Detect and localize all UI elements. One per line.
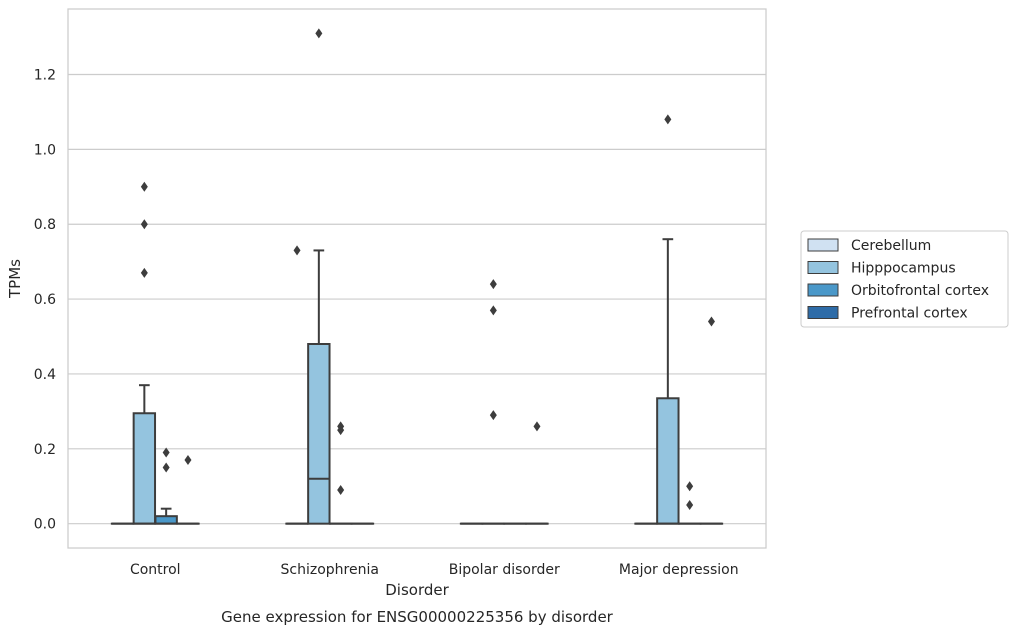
- x-axis-label: Disorder: [385, 581, 449, 599]
- legend-swatch: [807, 261, 839, 274]
- y-axis-label: TPMs: [6, 259, 24, 299]
- box-iqr: [307, 343, 331, 525]
- x-tick-label: Schizophrenia: [281, 562, 379, 578]
- legend-frame: [800, 230, 1009, 328]
- box-orbitofrontal-cortex: [154, 447, 178, 525]
- legend: Cerebellum Hipppocampus Orbitofrontal cort…: [800, 230, 1009, 328]
- y-tick-label: 0.0: [34, 517, 56, 533]
- legend-label: Cerebellum: [851, 238, 931, 254]
- outlier-point: [315, 28, 323, 39]
- x-tick-label: Control: [130, 562, 181, 578]
- box-hipppocampus: [481, 279, 506, 525]
- outlier-point: [533, 421, 541, 432]
- y-tick-labels: 0.0 0.2 0.4 0.6 0.8 1.0 1.2: [34, 68, 56, 533]
- box-iqr: [132, 412, 157, 525]
- plot-area: [68, 9, 766, 548]
- box-orbitofrontal-cortex: [328, 421, 353, 525]
- box-orbitofrontal-cortex: [677, 481, 702, 525]
- box-hipppocampus: [132, 181, 157, 525]
- outlier-point: [140, 181, 148, 192]
- box-iqr: [656, 397, 680, 525]
- outlier-point: [489, 410, 497, 421]
- outlier-point: [184, 455, 192, 466]
- outlier-point: [707, 316, 715, 327]
- box-prefrontal-cortex: [699, 316, 724, 525]
- legend-swatch: [807, 283, 839, 297]
- outlier-point: [162, 447, 170, 458]
- box-prefrontal-cortex: [525, 421, 549, 525]
- box-series: [110, 28, 724, 525]
- x-tick-label: Bipolar disorder: [449, 562, 560, 578]
- box-hipppocampus: [307, 28, 331, 525]
- legend-swatch: [807, 238, 839, 252]
- legend-label: Hipppocampus: [851, 261, 956, 277]
- outlier-point: [664, 114, 672, 125]
- outlier-point: [162, 462, 170, 473]
- y-tick-label: 0.6: [34, 292, 56, 308]
- y-tick-label: 1.0: [34, 142, 56, 158]
- outlier-point: [489, 305, 497, 316]
- y-tick-label: 0.8: [34, 217, 56, 233]
- box-hipppocampus: [656, 114, 680, 525]
- outlier-point: [140, 267, 148, 278]
- outlier-point: [293, 245, 301, 256]
- box-prefrontal-cortex: [176, 455, 200, 525]
- figure-caption: Gene expression for ENSG00000225356 by d…: [221, 608, 614, 626]
- y-tick-label: 0.2: [34, 442, 56, 458]
- x-tick-labels: Control Schizophrenia Bipolar disorder Majo…: [130, 562, 739, 578]
- x-tick-label: Major depression: [619, 562, 739, 578]
- legend-swatch: [807, 306, 839, 319]
- outlier-point: [489, 279, 497, 290]
- legend-label: Orbitofrontal cortex: [851, 283, 989, 299]
- legend-label: Prefrontal cortex: [851, 306, 968, 322]
- outlier-point: [337, 484, 345, 495]
- outlier-point: [140, 219, 148, 230]
- y-tick-label: 1.2: [34, 68, 56, 84]
- plot-frame: [67, 8, 767, 549]
- outlier-point: [686, 499, 694, 510]
- outlier-point: [337, 425, 345, 436]
- y-tick-label: 0.4: [34, 367, 56, 383]
- box-iqr: [154, 515, 178, 525]
- outlier-point: [686, 481, 694, 492]
